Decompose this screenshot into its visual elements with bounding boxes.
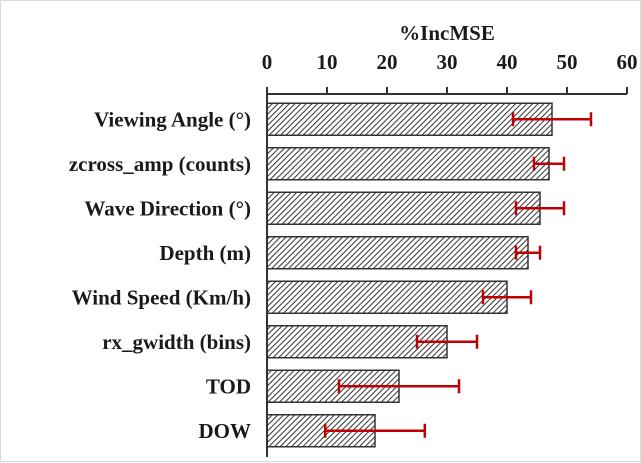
x-tick-label: 60 <box>617 50 638 74</box>
x-tick-label: 10 <box>317 50 338 74</box>
x-tick-label: 20 <box>377 50 398 74</box>
x-tick-label: 50 <box>557 50 578 74</box>
category-label: zcross_amp (counts) <box>69 152 251 176</box>
bar <box>266 102 553 136</box>
category-label: Wind Speed (Km/h) <box>72 285 251 309</box>
bar <box>266 236 529 270</box>
category-label: Wave Direction (°) <box>84 196 251 220</box>
category-label: TOD <box>206 374 251 398</box>
category-label: DOW <box>199 419 252 443</box>
category-label: Depth (m) <box>159 241 251 265</box>
category-label: rx_gwidth (bins) <box>102 330 251 354</box>
category-label: Viewing Angle (°) <box>94 107 251 131</box>
bar <box>266 147 550 181</box>
x-tick-label: 0 <box>262 50 273 74</box>
x-axis-title: %IncMSE <box>399 21 495 45</box>
x-tick-label: 40 <box>497 50 518 74</box>
bar <box>266 191 541 225</box>
x-tick-label: 30 <box>437 50 458 74</box>
bar <box>266 280 508 314</box>
